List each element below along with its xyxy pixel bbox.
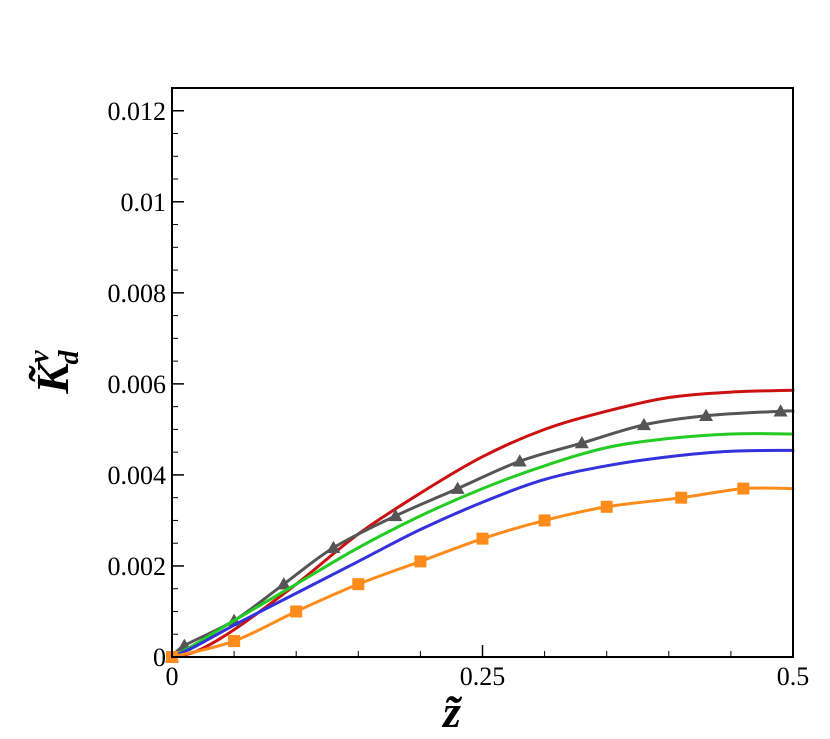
y-tick-label: 0.008 (108, 279, 167, 308)
axis-layer: 0 0.002 0.004 0.006 0.008 0.01 0.012 0 0.25 0.5 (108, 87, 810, 691)
triangle-marker (699, 408, 714, 421)
square-marker (290, 605, 303, 618)
x-tick-label: 0.5 (777, 662, 810, 691)
series-line-1 (170, 388, 795, 659)
y-tick-label: 0 (153, 643, 166, 672)
square-marker (352, 578, 365, 591)
plot-frame (171, 87, 794, 658)
square-marker (414, 555, 427, 568)
y-tick-label: 0.006 (108, 370, 167, 399)
triangle-marker (773, 404, 788, 417)
series-line-5 (170, 486, 795, 659)
y-axis-label-superscript: v (24, 350, 55, 363)
y-tick-label: 0.004 (108, 461, 167, 490)
svg-text:K̃vd: K̃vd (24, 349, 85, 394)
triangle-marker (276, 577, 291, 590)
square-marker (737, 482, 750, 495)
square-marker (600, 500, 613, 513)
triangle-marker (512, 454, 527, 467)
y-tick-label: 0.002 (108, 552, 167, 581)
y-tick-label: 0.01 (121, 188, 167, 217)
triangle-marker (388, 508, 403, 522)
series-layer (165, 388, 795, 663)
triangle-marker (574, 436, 589, 449)
series-line-3 (170, 432, 795, 659)
series-line-4 (170, 448, 795, 659)
x-tick-label: 0.25 (460, 662, 506, 691)
square-marker (228, 635, 241, 648)
square-marker (538, 514, 551, 527)
square-marker (675, 491, 688, 504)
y-axis-label-subscript: d (54, 349, 85, 364)
x-tick-label: 0 (166, 662, 179, 691)
triangle-marker (450, 481, 465, 494)
square-marker (476, 532, 489, 545)
triangle-marker (326, 540, 341, 554)
y-axis-label: K̃ (27, 360, 78, 395)
triangle-marker (636, 417, 651, 431)
y-tick-label: 0.012 (108, 97, 167, 126)
x-axis-label: z̃ (441, 686, 463, 737)
